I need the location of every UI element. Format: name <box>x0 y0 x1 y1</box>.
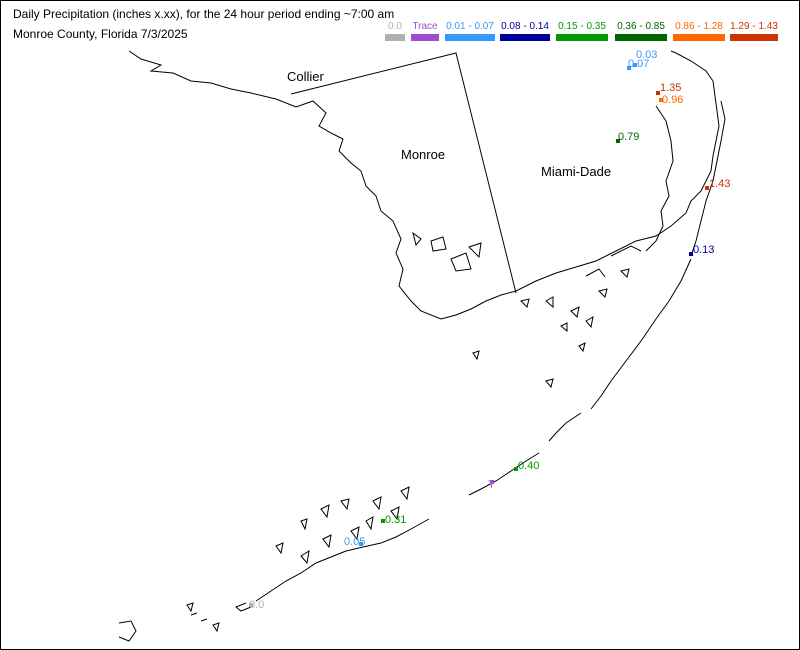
station-value-label: 0.31 <box>385 514 406 526</box>
upper-keys <box>590 258 692 410</box>
legend-item: 0.86 - 1.28 <box>671 21 727 41</box>
legend-label: 1.29 - 1.43 <box>730 21 778 32</box>
legend-item: 1.29 - 1.43 <box>728 21 780 41</box>
station-marker <box>627 66 631 70</box>
station-value-label: T <box>488 479 495 491</box>
precipitation-map: Collier Monroe Miami-Dade 0.030.071.350.… <box>118 49 730 642</box>
station-value-label: 0.40 <box>518 460 539 472</box>
station-marker <box>381 519 385 523</box>
legend-swatch <box>500 34 550 41</box>
legend-label: 0.08 - 0.14 <box>501 21 549 32</box>
station-value-label: 1.35 <box>660 82 681 94</box>
station-value-label: 0.0 <box>249 599 264 611</box>
station-marker <box>249 603 253 607</box>
legend-label: Trace <box>412 21 438 32</box>
map-title: Daily Precipitation (inches x.xx), for t… <box>13 7 395 21</box>
station-value-label: 0.07 <box>628 58 649 70</box>
legend-swatch <box>673 34 725 41</box>
legend-swatch <box>411 34 439 41</box>
lower-keys <box>255 518 430 602</box>
legend-label: 0.15 - 0.35 <box>558 21 606 32</box>
station-marker <box>490 480 494 484</box>
legend-label: 0.36 - 0.85 <box>617 21 665 32</box>
miami-beach <box>690 100 726 257</box>
legend-swatch <box>730 34 778 41</box>
mainland-coastline <box>128 50 720 320</box>
county-label-monroe: Monroe <box>401 147 445 162</box>
miami-dade-bay <box>585 245 642 278</box>
legend-swatch <box>445 34 495 41</box>
legend-label: 0.01 - 0.07 <box>446 21 494 32</box>
florida-bay-islands <box>412 231 630 389</box>
legend-swatch <box>385 34 405 41</box>
station-marker <box>689 252 693 256</box>
legend-swatch <box>556 34 608 41</box>
middle-keys <box>468 412 582 496</box>
biscayne-bay-shore <box>645 105 674 252</box>
station-value-label: 0.96 <box>662 94 683 106</box>
station-value-label: 0.13 <box>693 244 714 256</box>
station-marker <box>656 91 660 95</box>
county-label-miami-dade: Miami-Dade <box>541 164 611 179</box>
county-label-collier: Collier <box>287 69 325 84</box>
station-marker <box>633 63 637 67</box>
legend-item: 0.08 - 0.14 <box>498 21 552 41</box>
legend-item: 0.0 <box>383 21 407 41</box>
legend-item: 0.15 - 0.35 <box>554 21 610 41</box>
collier-monroe-boundary <box>290 52 517 294</box>
station-marker <box>514 467 518 471</box>
station-value-label: 1.43 <box>709 178 730 190</box>
legend-item: Trace <box>409 21 441 41</box>
lower-keys-islands <box>186 486 410 633</box>
legend-item: 0.36 - 0.85 <box>613 21 669 41</box>
station-marker <box>659 98 663 102</box>
legend-label: 0.86 - 1.28 <box>675 21 723 32</box>
legend-label: 0.0 <box>388 21 402 32</box>
station-marker <box>359 542 363 546</box>
station-marker <box>705 186 709 190</box>
observation-layer: 0.030.07 1.350.96 0.79 1.43 0.13 0.40 T 0.31 0.0… <box>249 49 730 611</box>
legend-swatch <box>615 34 667 41</box>
legend-item: 0.01 - 0.07 <box>443 21 497 41</box>
station-value-label: 0.03 <box>636 49 657 61</box>
station-marker <box>616 139 620 143</box>
station-value-label: 0.05 <box>344 536 365 548</box>
station-value-label: 0.79 <box>618 131 639 143</box>
key-west-area <box>118 602 252 642</box>
map-subtitle: Monroe County, Florida 7/3/2025 <box>13 27 188 41</box>
